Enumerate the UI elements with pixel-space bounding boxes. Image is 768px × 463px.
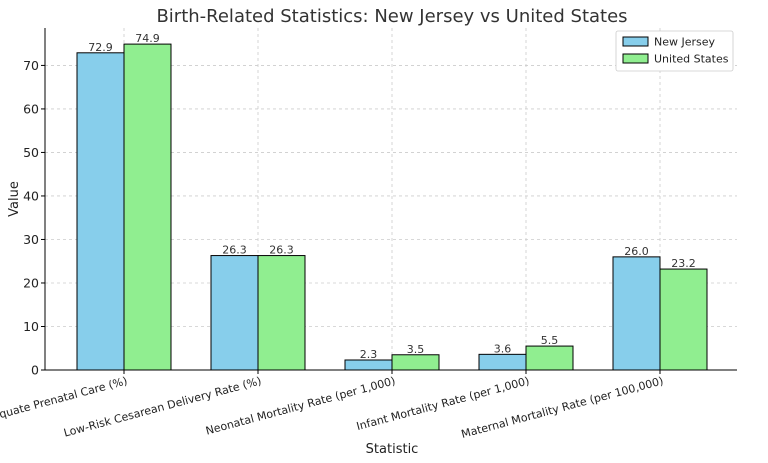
y-tick-label: 40 bbox=[23, 188, 39, 203]
legend-label: United States bbox=[654, 53, 729, 66]
data-label: 23.2 bbox=[671, 257, 696, 270]
legend-swatch bbox=[622, 53, 649, 64]
y-tick-label: 60 bbox=[23, 101, 39, 116]
y-axis-label: Value bbox=[7, 181, 22, 217]
bar-new-jersey bbox=[210, 255, 259, 371]
chart-title: Birth-Related Statistics: New Jersey vs … bbox=[156, 6, 627, 27]
bar-new-jersey bbox=[478, 353, 527, 371]
bars bbox=[76, 43, 708, 371]
y-tick-label: 30 bbox=[23, 232, 39, 247]
data-label: 74.9 bbox=[135, 32, 160, 45]
x-axis-label: Statistic bbox=[366, 442, 419, 457]
bar-new-jersey bbox=[344, 359, 393, 371]
data-label: 72.9 bbox=[88, 41, 113, 54]
y-tick-label: 10 bbox=[23, 319, 39, 334]
axes bbox=[44, 28, 737, 371]
legend: New Jersey United States bbox=[615, 30, 734, 72]
data-label: 3.5 bbox=[407, 343, 425, 356]
y-tick-label: 0 bbox=[31, 363, 39, 378]
y-tick-label: 70 bbox=[23, 58, 39, 73]
data-label: 26.0 bbox=[624, 245, 649, 258]
bar-united-states bbox=[257, 255, 306, 371]
bar-new-jersey bbox=[612, 256, 661, 371]
data-label: 2.3 bbox=[360, 348, 378, 361]
y-tick-label: 20 bbox=[23, 275, 39, 290]
y-tick-labels: 0 10 20 30 40 50 60 70 bbox=[23, 58, 45, 378]
bar-united-states bbox=[659, 268, 708, 371]
legend-swatch bbox=[622, 36, 649, 47]
value-labels: 72.9 26.3 2.3 3.6 26.0 74.9 26.3 3.5 5.5 23.2 bbox=[88, 32, 696, 361]
data-label: 26.3 bbox=[269, 244, 294, 257]
bar-new-jersey bbox=[76, 52, 125, 371]
data-label: 3.6 bbox=[494, 342, 512, 355]
bar-united-states bbox=[391, 354, 440, 371]
legend-label: New Jersey bbox=[654, 36, 716, 49]
x-tick-labels: Adequate Prenatal Care (%)Low-Risk Cesar… bbox=[0, 370, 665, 441]
bar-united-states bbox=[525, 345, 574, 371]
data-label: 5.5 bbox=[541, 334, 559, 347]
y-tick-label: 50 bbox=[23, 145, 39, 160]
bar-united-states bbox=[123, 43, 172, 371]
data-label: 26.3 bbox=[222, 244, 247, 257]
